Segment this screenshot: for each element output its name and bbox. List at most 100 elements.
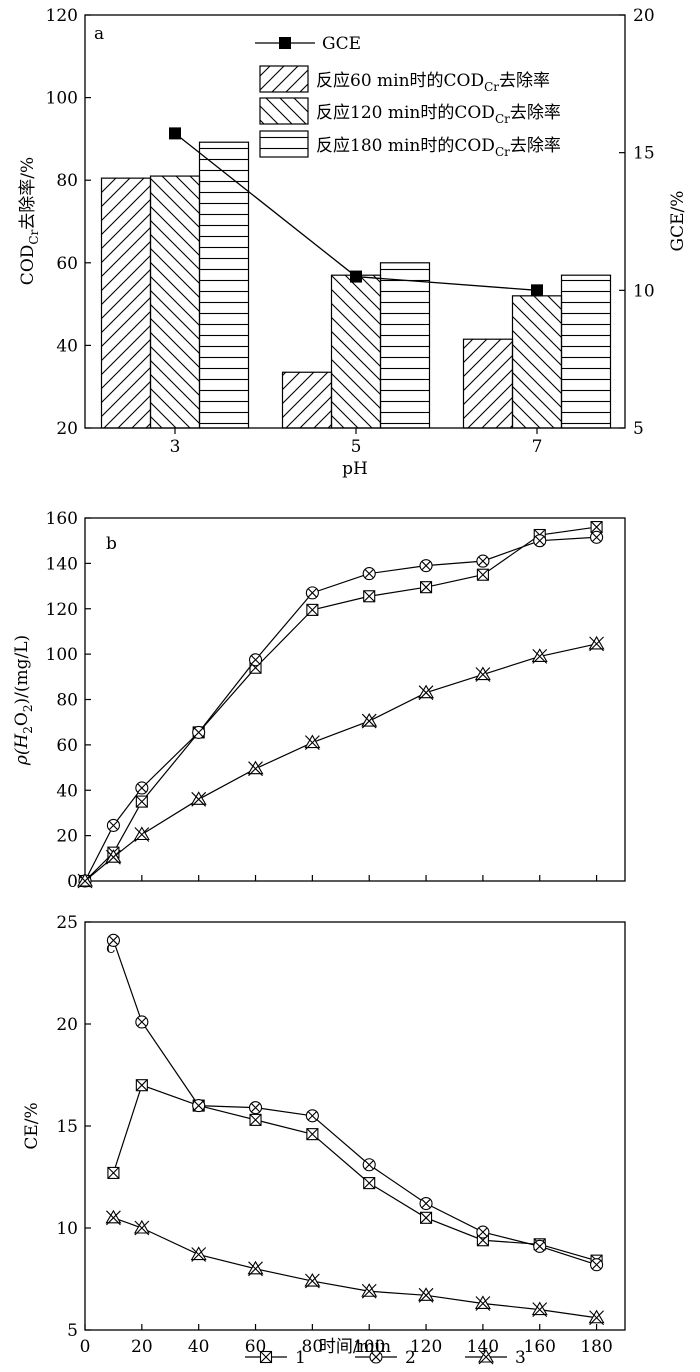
- series-2-point-100: [362, 567, 376, 581]
- y-tick-label-5: 5: [67, 1321, 78, 1341]
- series-3-point-20: [133, 1219, 150, 1236]
- legend-label-3: 3: [515, 1348, 526, 1368]
- series-3-point-80: [304, 1272, 321, 1289]
- left-tick-label-40: 40: [56, 336, 78, 356]
- y-tick-label-120: 120: [46, 600, 78, 620]
- series-2-point-180: [590, 1258, 604, 1272]
- x-tick-label-5: 5: [351, 437, 362, 457]
- bar-7-series-1: [462, 338, 514, 429]
- right-tick-label-15: 15: [633, 144, 655, 164]
- panel-a-x-axis: 3 5 7: [170, 428, 543, 457]
- panel-b-plot-area: [84, 517, 626, 882]
- panel-a-right-y-label: GCE/%: [668, 191, 688, 252]
- series-3-point-160: [531, 1301, 548, 1317]
- left-tick-label-100: 100: [46, 89, 78, 109]
- legend-60min: 反应60 min时的CODCr去除率: [259, 65, 550, 94]
- series-3-point-140: [474, 1295, 491, 1311]
- legend-180min: 反应180 min时的CODCr去除率: [259, 130, 561, 159]
- panel-b-series: [77, 521, 605, 889]
- y-tick-label-10: 10: [56, 1219, 78, 1239]
- panel-b-letter: b: [106, 534, 117, 554]
- x-tick-label-180: 180: [580, 1337, 612, 1357]
- series-2-line: [84, 536, 597, 882]
- series-3-line: [84, 643, 597, 882]
- series-1-point-140: [476, 568, 489, 581]
- y-tick-label-20: 20: [56, 827, 78, 847]
- series-2-point-120: [419, 559, 433, 573]
- bar-7-series-2: [511, 295, 563, 429]
- bar-7-series-3: [560, 274, 612, 429]
- svg-text:反应120 min时的CODCr去除率: 反应120 min时的CODCr去除率: [316, 103, 561, 126]
- series-1-point-80: [306, 1128, 319, 1141]
- panel-a-left-axis: 20 40 60 80 100 120: [46, 6, 91, 439]
- panel-a-letter: a: [94, 24, 104, 44]
- bar-3-series-3: [198, 141, 250, 429]
- series-2-point-100: [362, 1158, 376, 1172]
- legend-label-1: 1: [295, 1348, 306, 1368]
- series-3-point-120: [418, 1287, 435, 1303]
- series-1: [78, 521, 603, 888]
- series-3: [77, 635, 605, 889]
- series-1: [107, 1079, 603, 1267]
- panel-c-y-label: CE/%: [22, 1102, 42, 1149]
- series-3-point-160: [531, 648, 548, 664]
- series-3: [105, 1209, 605, 1326]
- series-3-point-0: [77, 872, 93, 889]
- svg-text:GCE: GCE: [322, 34, 361, 54]
- series-2-point-40: [192, 725, 206, 739]
- panel-c-series: [105, 933, 605, 1326]
- panel-b: b 0 20 40 60 80 100 120 140 160 ρ(H2O2)/(mg/L): [12, 509, 626, 892]
- panel-b-x-ticks: [84, 875, 598, 881]
- legend-label-2: 2: [405, 1348, 416, 1368]
- y-tick-label-15: 15: [56, 1117, 78, 1137]
- series-2-point-10: [106, 818, 120, 832]
- y-tick-label-100: 100: [46, 645, 78, 665]
- series-3-line: [113, 1217, 597, 1319]
- right-tick-label-10: 10: [633, 281, 655, 301]
- x-tick-label-20: 20: [131, 1337, 153, 1357]
- y-tick-label-0: 0: [67, 872, 78, 892]
- x-tick-label-160: 160: [524, 1337, 556, 1357]
- series-3-point-60: [247, 1260, 264, 1277]
- legend-marker-3: [478, 1348, 494, 1365]
- left-tick-label-80: 80: [56, 171, 78, 191]
- bar-3-series-2: [149, 175, 201, 429]
- series-3-point-140: [474, 666, 491, 682]
- y-tick-label-80: 80: [56, 691, 78, 711]
- panel-a: a 20 40 60 80 100 120 5 10 15 20 3 5 7 pH CODCr去除率…: [18, 6, 688, 479]
- panel-c-y-axis: 5 10 15 20 25: [56, 913, 91, 1341]
- legend-gce: GCE: [255, 34, 361, 54]
- panel-a-left-y-label: CODCr去除率/%: [18, 157, 41, 285]
- gce-point-7: [531, 284, 543, 297]
- right-tick-label-20: 20: [633, 6, 655, 26]
- series-2: [106, 933, 604, 1272]
- y-tick-label-40: 40: [56, 781, 78, 801]
- series-1-point-10: [107, 1166, 120, 1179]
- series-2-point-60: [248, 653, 263, 667]
- series-1-point-120: [420, 1211, 433, 1224]
- series-1-point-80: [306, 603, 319, 616]
- series-3-point-40: [190, 1246, 207, 1262]
- series-3-point-10: [105, 849, 122, 865]
- bar-5-series-2: [330, 274, 382, 429]
- x-tick-label-7: 7: [532, 437, 543, 457]
- series-2-point-10: [106, 933, 120, 947]
- right-tick-label-5: 5: [633, 419, 644, 439]
- series-3-point-100: [361, 712, 378, 729]
- series-1-point-20: [135, 1079, 148, 1092]
- panel-b-y-label: ρ(H2O2)/(mg/L): [12, 635, 35, 766]
- series-3-point-180: [588, 635, 605, 652]
- series-1-line: [112, 1084, 597, 1262]
- y-tick-label-160: 160: [46, 509, 78, 529]
- x-tick-label-120: 120: [410, 1337, 442, 1357]
- series-3-point-60: [247, 760, 264, 777]
- legend-series-1: 1: [245, 1348, 306, 1368]
- series-2-point-140: [476, 1225, 490, 1239]
- series-1-point-120: [420, 581, 433, 594]
- series-2-point-80: [305, 586, 319, 600]
- y-tick-label-25: 25: [56, 913, 78, 933]
- svg-text:反应180 min时的CODCr去除率: 反应180 min时的CODCr去除率: [316, 136, 561, 159]
- series-1-line: [84, 526, 597, 882]
- panel-a-legend: GCE 反应60 min时的CODCr去除率 反应120 min时的CODCr去…: [255, 34, 561, 159]
